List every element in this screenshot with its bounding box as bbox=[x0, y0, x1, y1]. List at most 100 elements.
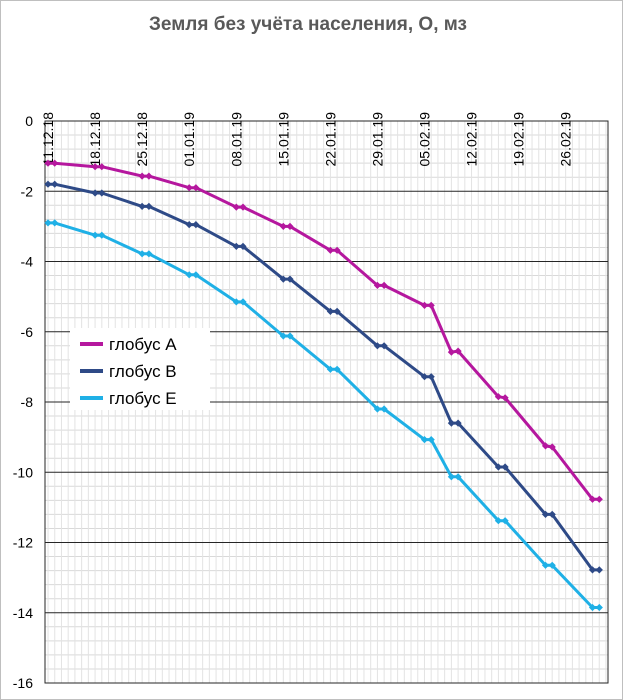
series-point bbox=[501, 517, 509, 525]
series-point bbox=[279, 275, 287, 283]
series-point bbox=[138, 202, 146, 210]
x-tick-label: 26.02.19 bbox=[558, 112, 574, 167]
series-point bbox=[595, 495, 603, 503]
x-tick-label: 25.12.18 bbox=[134, 112, 150, 167]
legend-label: глобус B bbox=[109, 362, 177, 381]
y-tick-label: -14 bbox=[13, 605, 33, 621]
series-point bbox=[454, 473, 462, 481]
series-point bbox=[232, 298, 240, 306]
series-point bbox=[595, 566, 603, 574]
y-axis-ticks: 0 -2 -4 -6 -8 -10 -12 -14 -16 bbox=[13, 113, 33, 691]
series-point bbox=[427, 301, 435, 309]
series-point bbox=[192, 184, 200, 192]
series-point bbox=[501, 463, 509, 471]
series-point bbox=[44, 159, 52, 167]
series-point bbox=[91, 231, 99, 239]
plot-border bbox=[44, 120, 609, 684]
series-point bbox=[454, 419, 462, 427]
series-point bbox=[232, 242, 240, 250]
x-tick-label: 11.12.18 bbox=[40, 112, 56, 166]
series-point bbox=[541, 561, 550, 569]
series-point bbox=[447, 473, 455, 481]
series-point bbox=[494, 393, 502, 401]
series-point bbox=[333, 246, 341, 254]
series-point bbox=[98, 189, 106, 197]
series-point bbox=[427, 373, 435, 381]
series-point bbox=[501, 394, 509, 402]
series-point bbox=[373, 405, 381, 413]
series-point bbox=[333, 365, 341, 373]
series-point bbox=[548, 561, 556, 569]
series-point bbox=[494, 463, 502, 471]
series-point bbox=[454, 347, 462, 355]
x-tick-label: 08.01.19 bbox=[228, 112, 244, 167]
series-point bbox=[447, 348, 455, 356]
series-point bbox=[427, 436, 435, 444]
series-point bbox=[380, 281, 388, 289]
series-point bbox=[286, 275, 294, 283]
series-point bbox=[51, 219, 59, 227]
y-tick-label: -16 bbox=[13, 675, 33, 691]
series-point bbox=[588, 566, 597, 574]
y-tick-label: 0 bbox=[25, 113, 33, 129]
x-tick-label: 15.01.19 bbox=[275, 112, 291, 167]
series-point bbox=[326, 246, 334, 254]
series-point bbox=[98, 163, 106, 171]
series-point bbox=[232, 203, 240, 211]
y-tick-label: -8 bbox=[21, 394, 34, 410]
series-point bbox=[588, 495, 597, 503]
series-point bbox=[326, 365, 334, 373]
series-point bbox=[145, 250, 153, 258]
x-tick-label: 29.01.19 bbox=[369, 112, 385, 167]
legend: глобус A глобус B глобус E bbox=[70, 328, 210, 410]
series-point bbox=[420, 373, 429, 381]
y-tick-label: -6 bbox=[21, 324, 34, 340]
series-point bbox=[91, 189, 99, 197]
series-point bbox=[185, 221, 193, 229]
series-point bbox=[420, 301, 429, 309]
series-point bbox=[91, 163, 99, 171]
x-tick-label: 12.02.19 bbox=[464, 112, 480, 167]
y-tick-label: -12 bbox=[13, 535, 33, 551]
series-point bbox=[192, 221, 200, 229]
series-point bbox=[548, 510, 556, 518]
series-point bbox=[185, 184, 193, 192]
series-point bbox=[447, 419, 455, 427]
series-point bbox=[373, 281, 381, 289]
chart-title: Земля без учёта населения, О, мз bbox=[149, 14, 467, 35]
x-axis-ticks: 11.12.18 18.12.18 25.12.18 01.01.19 08.01.19… bbox=[40, 112, 574, 167]
series-point bbox=[44, 180, 52, 188]
series-point bbox=[420, 436, 429, 444]
series-point bbox=[51, 180, 59, 188]
series-point bbox=[44, 219, 52, 227]
series-point bbox=[138, 172, 146, 180]
series-point bbox=[380, 405, 388, 413]
series-point bbox=[494, 517, 502, 525]
series-point bbox=[279, 332, 287, 340]
y-tick-label: -10 bbox=[13, 464, 33, 480]
series-point bbox=[333, 307, 341, 315]
y-tick-label: -4 bbox=[21, 254, 34, 270]
series-point bbox=[185, 271, 193, 279]
x-tick-label: 01.01.19 bbox=[181, 112, 197, 167]
series-point bbox=[239, 203, 247, 211]
series-point bbox=[286, 332, 294, 340]
series-point bbox=[98, 231, 106, 239]
x-tick-label: 18.12.18 bbox=[87, 112, 103, 167]
series-point bbox=[145, 172, 153, 180]
series-point bbox=[326, 307, 334, 315]
x-tick-label: 19.02.19 bbox=[511, 112, 527, 167]
series-point bbox=[51, 159, 59, 167]
series-point bbox=[541, 510, 550, 518]
series-point bbox=[192, 271, 200, 279]
series-point bbox=[239, 298, 247, 306]
series-point bbox=[373, 342, 381, 350]
grid-lines bbox=[44, 120, 609, 684]
series-point bbox=[279, 222, 287, 230]
series-point bbox=[145, 202, 153, 210]
legend-label: глобус E bbox=[109, 389, 177, 408]
series-point bbox=[239, 242, 247, 250]
x-tick-label: 05.02.19 bbox=[416, 112, 432, 167]
series-point bbox=[286, 222, 294, 230]
